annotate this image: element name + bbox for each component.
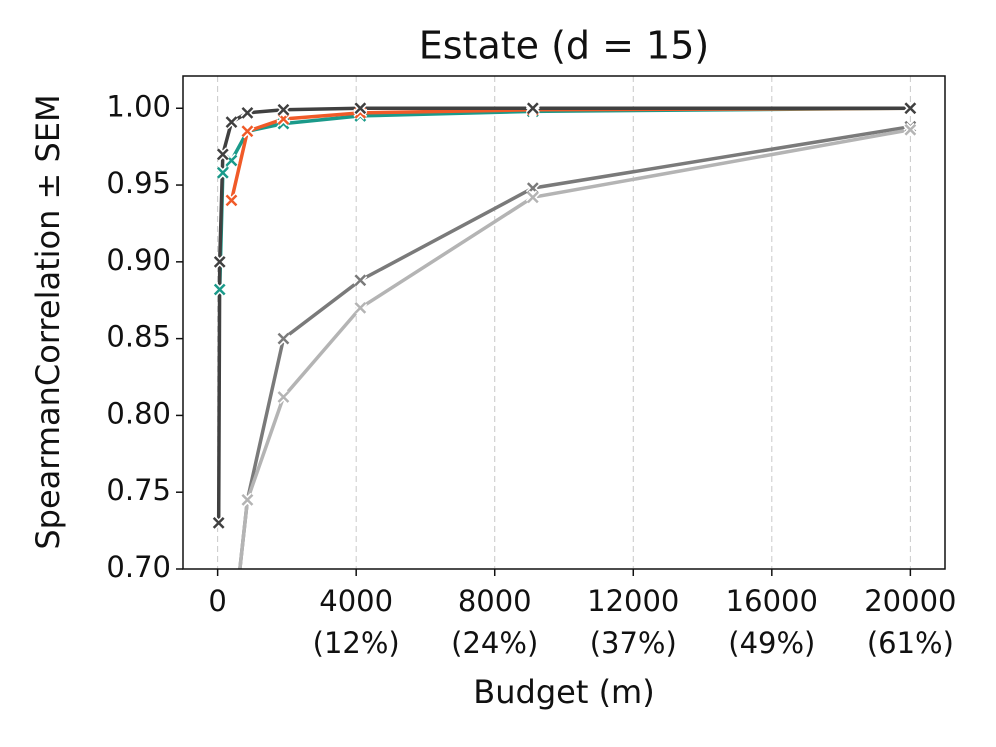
marker: [277, 391, 290, 403]
series-line: [238, 128, 911, 569]
y-tick-label: 0.95: [106, 166, 171, 200]
y-tick-label: 1.00: [106, 89, 171, 123]
x-tick-label: 12000 (37%): [587, 584, 679, 660]
y-tick-label: 0.70: [106, 550, 171, 584]
marker: [241, 106, 254, 119]
y-tick-label: 0.75: [106, 473, 171, 507]
marker: [213, 283, 226, 296]
marker: [213, 255, 226, 268]
marker: [354, 102, 367, 115]
marker: [226, 641, 236, 651]
marker: [904, 102, 917, 115]
marker: [526, 191, 539, 204]
y-tick-label: 0.90: [106, 243, 171, 277]
marker: [216, 148, 229, 161]
marker: [904, 123, 917, 136]
series-line: [217, 106, 911, 290]
marker: [277, 103, 290, 116]
marker: [241, 494, 254, 506]
marker: [526, 102, 539, 115]
chart-title: Estate (d = 15): [419, 24, 709, 68]
x-axis-label: Budget (m): [473, 673, 654, 711]
marker: [225, 194, 238, 207]
plot-area: [211, 101, 918, 651]
x-tick-label: 8000 (24%): [451, 584, 538, 660]
series-line: [216, 106, 911, 523]
marker: [216, 166, 229, 179]
marker: [354, 274, 367, 287]
marker-outline: [226, 641, 236, 651]
marker: [226, 641, 236, 651]
x-tick-label: 4000 (12%): [313, 584, 400, 660]
marker-outline: [226, 641, 236, 651]
marker: [354, 302, 367, 314]
marker: [225, 116, 238, 128]
y-tick-label: 0.85: [106, 320, 171, 354]
x-tick-label: 0: [208, 584, 226, 618]
marker: [241, 125, 254, 138]
plot-frame: [182, 75, 946, 570]
series-line: [238, 124, 911, 569]
marker: [212, 517, 225, 529]
y-tick-label: 0.80: [106, 396, 171, 430]
y-axis-label: SpearmanCorrelation ± SEM: [29, 94, 67, 549]
marker: [277, 332, 290, 345]
x-tick-label: 16000 (49%): [726, 584, 818, 660]
x-tick-label: 20000 (61%): [864, 584, 956, 660]
series-line: [229, 106, 911, 201]
